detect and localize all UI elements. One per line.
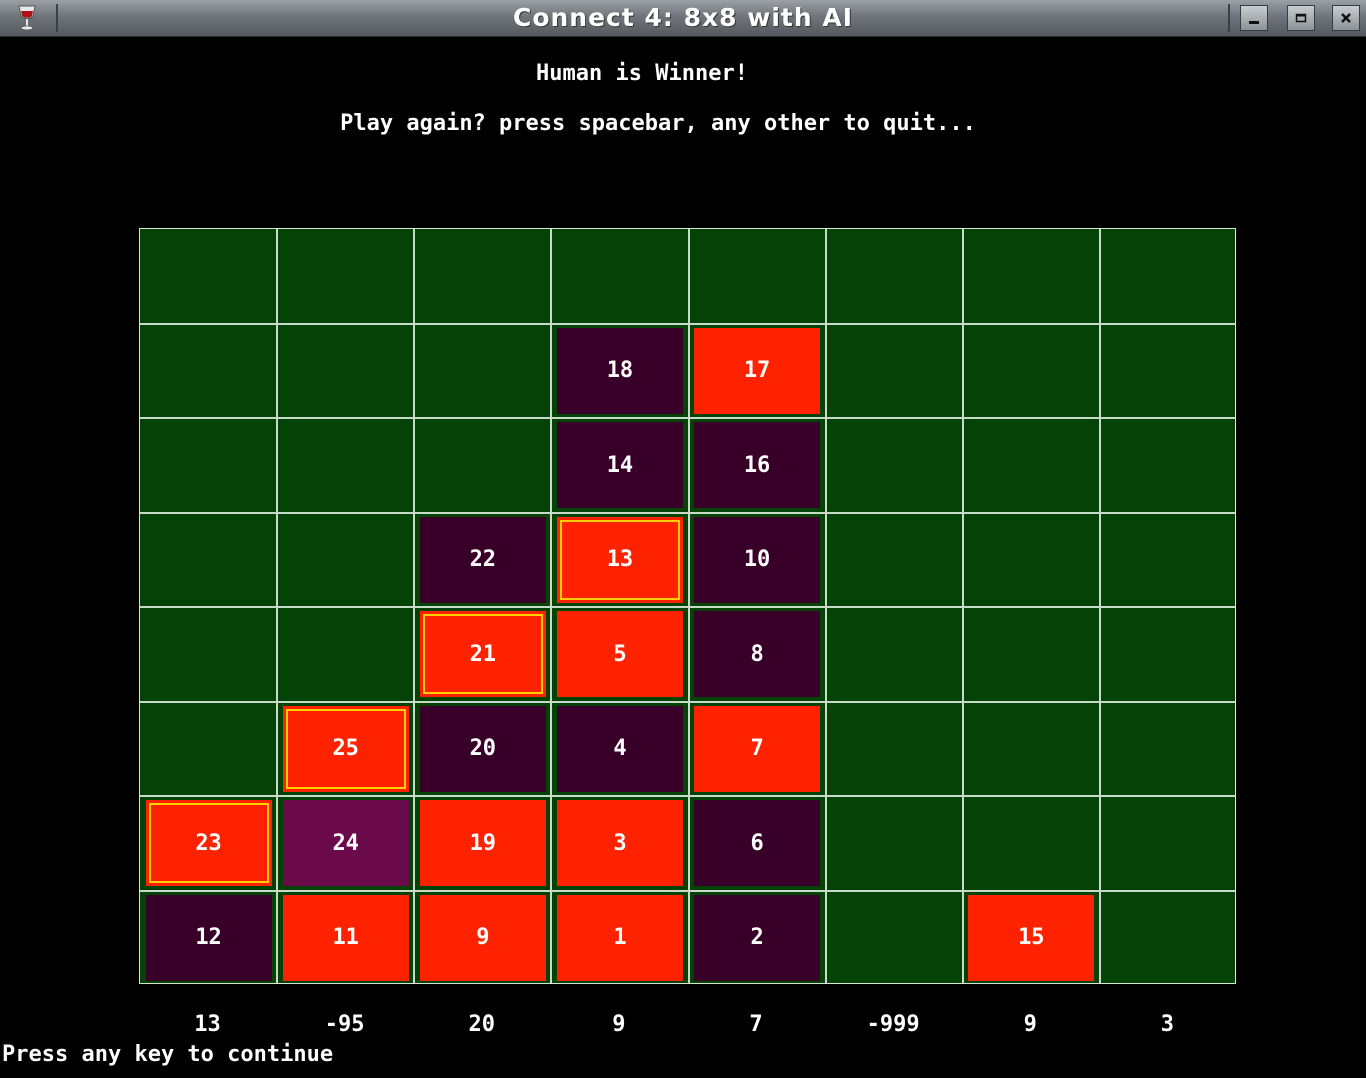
window-title: Connect 4: 8x8 with AI (512, 3, 854, 32)
human-piece-winning: 13 (556, 516, 683, 603)
column-score: -95 (324, 1012, 365, 1037)
ai-piece: 10 (694, 516, 821, 603)
grid-line (140, 606, 1235, 608)
column-score: 3 (1160, 1012, 1174, 1037)
column-score: 9 (1023, 1012, 1037, 1037)
grid-line (140, 417, 1235, 419)
ai-piece: 22 (419, 516, 546, 603)
human-piece: 3 (556, 800, 683, 887)
game-board[interactable]: 18 17 14 16 22 13 10 21 5 8 25 20 4 7 23 24 19 3 6 12 11 9 1 2 1… (139, 228, 1236, 984)
column-score: 20 (468, 1012, 496, 1037)
column-score: 13 (194, 1012, 221, 1037)
close-icon (1341, 13, 1351, 23)
human-piece: 15 (968, 894, 1095, 981)
human-piece-winning: 23 (145, 800, 272, 887)
human-piece: 11 (282, 894, 409, 981)
maximize-icon (1295, 13, 1307, 23)
ai-piece: 14 (556, 422, 683, 509)
ai-piece: 8 (694, 611, 821, 698)
grid-line (140, 795, 1235, 797)
ai-piece: 4 (556, 705, 683, 792)
ai-piece: 2 (694, 894, 821, 981)
minimize-icon (1249, 21, 1259, 24)
column-score: 9 (612, 1012, 626, 1037)
ai-piece: 6 (694, 800, 821, 887)
title-divider (1228, 4, 1230, 32)
ai-piece: 20 (419, 705, 546, 792)
ai-piece: 16 (694, 422, 821, 509)
maximize-button[interactable] (1287, 5, 1315, 31)
ai-piece: 12 (145, 894, 272, 981)
ai-piece: 24 (282, 800, 409, 887)
column-score: 7 (749, 1012, 763, 1037)
grid-line (140, 889, 1235, 892)
window-titlebar[interactable]: Connect 4: 8x8 with AI (0, 0, 1366, 37)
title-divider (56, 4, 58, 32)
human-piece: 9 (419, 894, 546, 981)
human-piece: 7 (694, 705, 821, 792)
human-piece: 17 (694, 327, 821, 414)
continue-prompt: Press any key to continue (2, 1042, 334, 1067)
grid-line (140, 322, 1235, 325)
human-piece: 1 (556, 894, 683, 981)
human-piece: 5 (556, 611, 683, 698)
play-again-prompt: Play again? press spacebar, any other to… (340, 111, 976, 136)
minimize-button[interactable] (1240, 5, 1268, 31)
human-piece-winning: 25 (282, 705, 409, 792)
wine-glass-icon[interactable] (8, 4, 46, 32)
grid-line (140, 700, 1235, 703)
grid-line (140, 511, 1235, 514)
ai-piece: 18 (556, 327, 683, 414)
column-score: -999 (866, 1012, 920, 1037)
winner-message: Human is Winner! (536, 61, 748, 86)
human-piece-winning: 21 (419, 611, 546, 698)
human-piece: 19 (419, 800, 546, 887)
close-button[interactable] (1332, 5, 1360, 31)
